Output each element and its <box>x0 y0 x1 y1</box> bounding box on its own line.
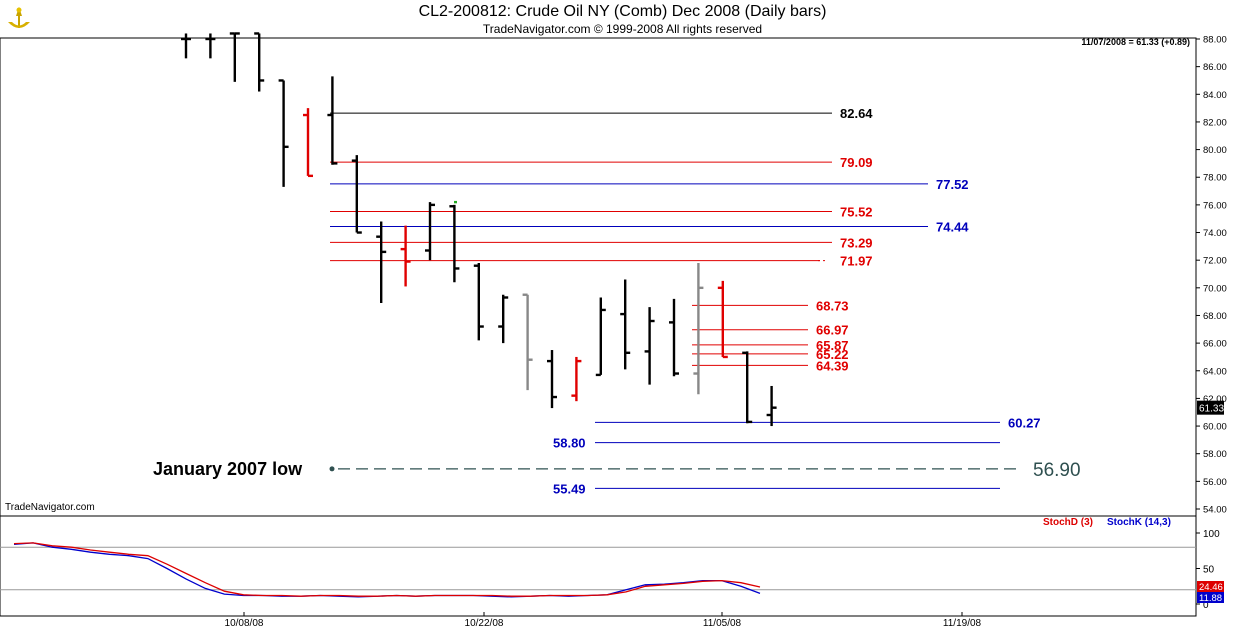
y-tick-label: 66.00 <box>1203 339 1227 350</box>
price-bar <box>547 350 557 409</box>
annotation-value: 56.90 <box>1033 460 1081 481</box>
price-bar <box>644 307 655 385</box>
price-bar <box>595 297 606 377</box>
price-panel <box>0 37 1197 517</box>
level-label: 73.29 <box>840 235 873 250</box>
level-label: 58.80 <box>553 436 586 451</box>
ind-tick-label: 50 <box>1203 565 1215 576</box>
stochd-legend: StochD (3) <box>1043 517 1093 528</box>
price-bar <box>254 32 265 92</box>
price-bar <box>766 385 777 427</box>
y-tick-label: 80.00 <box>1203 145 1227 156</box>
level-label: 68.73 <box>816 298 849 313</box>
trade-navigator-logo-icon[interactable] <box>4 4 34 34</box>
annotation-label: January 2007 low <box>153 459 303 479</box>
y-tick-label: 54.00 <box>1203 505 1227 516</box>
price-bar <box>693 262 704 395</box>
chart-subtitle: TradeNavigator.com © 1999-2008 All right… <box>482 22 763 36</box>
level-label: 71.97 <box>840 254 873 269</box>
price-bar <box>278 79 289 187</box>
level-label: 66.97 <box>816 323 849 338</box>
ind-tick-label: 100 <box>1203 529 1220 540</box>
x-tick-label: 10/22/08 <box>465 618 504 629</box>
price-bar <box>522 293 533 391</box>
level-label: 77.52 <box>936 177 969 192</box>
price-bar <box>351 155 362 234</box>
y-tick-label: 88.00 <box>1203 35 1227 46</box>
stochd-value-badge <box>1197 581 1224 592</box>
y-tick-label: 56.00 <box>1203 477 1227 488</box>
price-bar <box>571 356 582 402</box>
price-bar <box>425 202 435 261</box>
level-label: 60.27 <box>1008 415 1041 430</box>
y-tick-label: 64.00 <box>1203 366 1227 377</box>
level-label: 82.64 <box>840 106 873 121</box>
level-label: 65.22 <box>816 347 849 362</box>
y-tick-label: 74.00 <box>1203 228 1227 239</box>
price-bar <box>742 351 753 424</box>
price-bar <box>620 279 631 370</box>
watermark: TradeNavigator.com <box>5 502 95 513</box>
price-bar <box>400 225 411 287</box>
stochd-line <box>13 542 761 597</box>
last-price-badge <box>1197 400 1224 415</box>
annotation-dot <box>329 466 335 472</box>
y-tick-label: 70.00 <box>1203 283 1227 294</box>
stochk-value: 11.88 <box>1199 593 1222 604</box>
y-tick-label: 72.00 <box>1203 256 1227 267</box>
indicator-panel <box>0 515 1197 617</box>
price-bar <box>669 298 679 377</box>
y-tick-label: 86.00 <box>1203 62 1227 73</box>
price-bar <box>376 221 387 304</box>
y-tick-label: 68.00 <box>1203 311 1227 322</box>
x-tick-label: 11/05/08 <box>703 618 742 629</box>
ind-tick-label: 0 <box>1203 600 1209 611</box>
y-tick-label: 60.00 <box>1203 422 1227 433</box>
y-tick-label: 84.00 <box>1203 90 1227 101</box>
x-tick-label: 10/08/08 <box>225 618 264 629</box>
stochk-legend: StochK (14,3) <box>1107 517 1171 528</box>
chart-title: CL2-200812: Crude Oil NY (Comb) Dec 2008… <box>418 3 827 20</box>
price-bar <box>498 294 509 344</box>
y-tick-label: 82.00 <box>1203 117 1227 128</box>
stochd-value: 24.46 <box>1199 582 1223 593</box>
level-label: 79.09 <box>840 155 873 170</box>
x-tick-label: 11/19/08 <box>943 618 982 629</box>
level-label: 65.87 <box>816 338 849 353</box>
stochk-value-badge <box>1197 592 1224 603</box>
level-label: 75.52 <box>840 205 873 220</box>
level-label: 64.39 <box>816 358 849 373</box>
price-bar <box>449 204 460 283</box>
level-label: 74.44 <box>936 219 969 234</box>
y-tick-label: 62.00 <box>1203 394 1227 405</box>
price-bar <box>181 33 191 59</box>
price-bar <box>229 32 240 82</box>
y-tick-label: 58.00 <box>1203 449 1227 460</box>
last-quote: 11/07/2008 = 61.33 (+0.89) <box>1081 37 1190 47</box>
y-tick-label: 76.00 <box>1203 200 1227 211</box>
price-bar <box>717 280 728 359</box>
level-label: 55.49 <box>553 481 586 496</box>
price-bar <box>327 76 338 165</box>
last-price-label: 61.33 <box>1199 404 1224 415</box>
price-bar <box>473 262 484 341</box>
price-bar <box>205 33 216 59</box>
price-bar <box>303 108 313 178</box>
y-tick-label: 78.00 <box>1203 173 1227 184</box>
